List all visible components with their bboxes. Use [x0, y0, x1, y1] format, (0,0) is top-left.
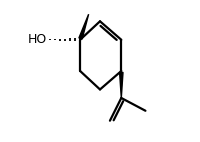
- Text: HO: HO: [28, 33, 47, 46]
- Polygon shape: [79, 14, 89, 39]
- Polygon shape: [120, 72, 123, 98]
